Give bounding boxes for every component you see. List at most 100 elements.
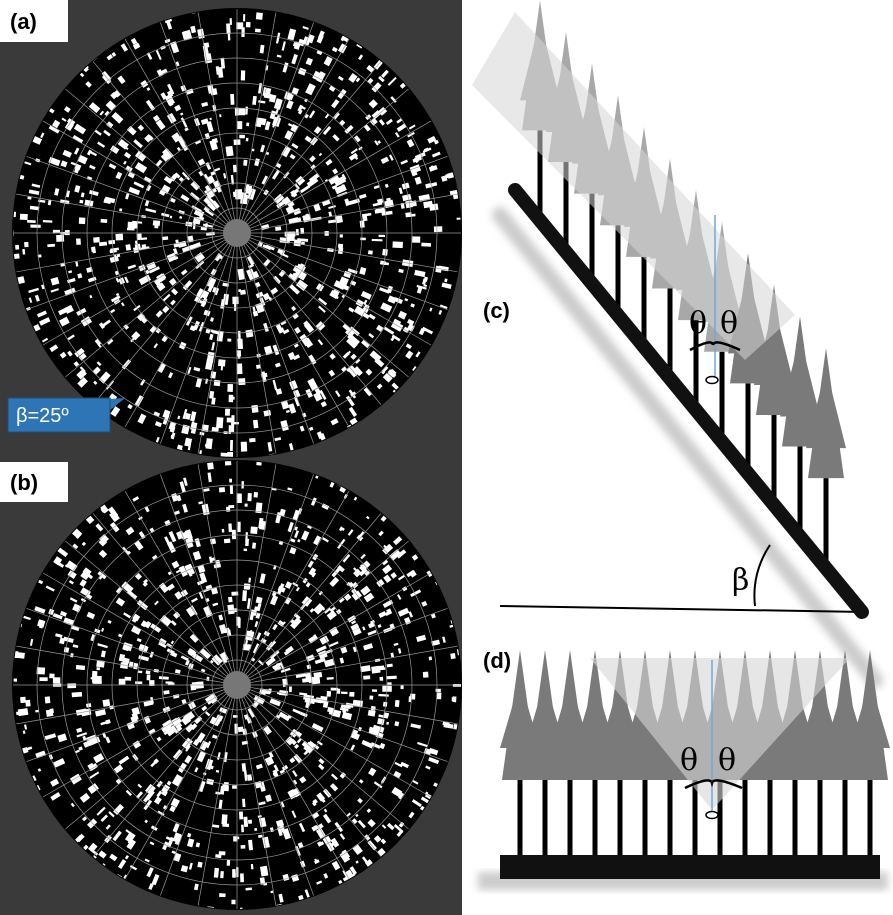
gap <box>20 214 28 220</box>
gap <box>395 700 400 707</box>
gap <box>429 656 432 660</box>
gap <box>146 670 151 674</box>
gap <box>369 696 373 700</box>
gap <box>47 244 55 247</box>
gap <box>230 94 234 105</box>
gap <box>247 493 251 501</box>
gap <box>231 900 235 905</box>
gap <box>67 683 76 688</box>
gap <box>232 530 236 540</box>
gap <box>453 684 462 687</box>
gap <box>228 597 232 603</box>
gap <box>227 604 234 614</box>
gap <box>119 679 126 685</box>
gap <box>76 238 81 245</box>
gap <box>27 220 36 223</box>
gap <box>227 384 233 392</box>
figure: (a) (b) β=25º θ θ β (c) θ θ (d) <box>0 0 893 915</box>
gap <box>125 244 131 251</box>
gap <box>224 539 231 544</box>
gap <box>386 676 397 680</box>
gap <box>227 338 231 341</box>
gap <box>242 799 245 807</box>
gap <box>245 819 248 824</box>
gap <box>240 873 244 882</box>
gap <box>220 871 224 878</box>
gap <box>245 503 248 506</box>
gap <box>238 522 241 532</box>
gap <box>242 590 247 601</box>
gap <box>349 692 354 697</box>
callout-text: β=25º <box>16 405 69 427</box>
gap <box>238 378 245 385</box>
gap <box>215 854 219 858</box>
gap <box>240 194 248 204</box>
gap <box>206 438 213 449</box>
gap <box>64 647 70 653</box>
panel-label: (b) <box>10 470 38 495</box>
gap <box>254 492 258 498</box>
gap <box>410 694 415 700</box>
gap <box>233 165 237 173</box>
gap <box>214 380 221 386</box>
gap <box>245 888 252 891</box>
gap <box>49 674 54 679</box>
gap <box>285 231 296 236</box>
panel-label: (a) <box>10 9 37 34</box>
gap <box>166 681 173 683</box>
gap <box>270 891 273 894</box>
gap <box>379 677 383 681</box>
gap <box>72 692 83 697</box>
gap <box>232 297 238 305</box>
gap <box>230 440 233 451</box>
gap <box>141 237 147 240</box>
gap <box>249 438 256 442</box>
gap <box>360 238 366 241</box>
gap <box>219 893 226 897</box>
gap <box>412 236 420 242</box>
gap <box>255 29 261 33</box>
zenith-b <box>223 671 251 699</box>
gap <box>142 244 147 248</box>
gap <box>363 675 370 679</box>
gap <box>243 14 245 21</box>
gap <box>101 219 108 223</box>
gap <box>243 160 247 166</box>
gap <box>91 247 95 252</box>
gap <box>92 671 97 677</box>
gap <box>434 226 442 232</box>
sensor <box>706 377 718 384</box>
gap <box>234 724 237 734</box>
gap <box>246 138 249 142</box>
gap <box>289 686 292 692</box>
gap <box>14 678 17 681</box>
beta: β <box>732 563 749 598</box>
gap <box>214 868 219 878</box>
gap <box>283 682 286 687</box>
gap <box>115 234 123 241</box>
gap <box>76 665 85 670</box>
gap <box>239 135 245 139</box>
gap <box>256 12 263 19</box>
gap <box>226 507 230 512</box>
gap <box>246 22 251 27</box>
gap <box>254 828 257 831</box>
gap <box>379 235 385 237</box>
gap <box>251 405 258 413</box>
gap <box>79 217 86 224</box>
panel-label: (d) <box>483 648 511 673</box>
gap <box>125 677 132 681</box>
gap <box>56 235 64 242</box>
gap <box>65 230 70 235</box>
gap <box>24 242 28 247</box>
ground <box>500 855 880 879</box>
gap <box>450 653 455 659</box>
gap <box>382 249 388 256</box>
gap <box>229 479 232 483</box>
gap <box>93 237 100 243</box>
gap <box>239 811 243 819</box>
gap <box>244 549 248 552</box>
gap <box>452 697 456 701</box>
gap <box>245 329 253 337</box>
gap <box>235 190 241 198</box>
